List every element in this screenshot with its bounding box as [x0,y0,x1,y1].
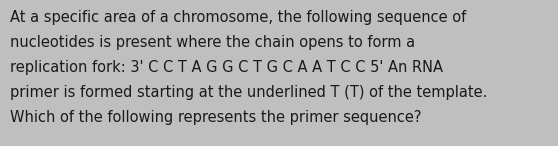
Text: Which of the following represents the primer sequence?: Which of the following represents the pr… [10,110,421,125]
Text: nucleotides is present where the chain opens to form a: nucleotides is present where the chain o… [10,35,415,50]
Text: primer is formed starting at the underlined T (T) of the template.: primer is formed starting at the underli… [10,85,487,100]
Text: replication fork: 3' C C T A G G C T G C A A T C C 5' An RNA: replication fork: 3' C C T A G G C T G C… [10,60,443,75]
Text: At a specific area of a chromosome, the following sequence of: At a specific area of a chromosome, the … [10,10,466,25]
